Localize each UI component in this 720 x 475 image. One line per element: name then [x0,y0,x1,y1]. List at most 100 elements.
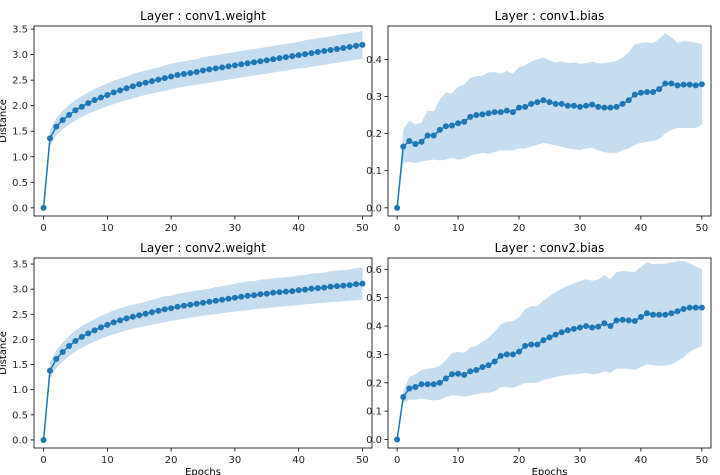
data-point [497,109,504,116]
data-point [686,304,693,311]
data-point [244,60,251,67]
data-point [104,321,111,328]
data-point [625,97,632,104]
data-point [485,110,492,117]
data-point [650,89,657,96]
data-point [583,323,590,330]
data-point [85,100,92,107]
data-point [400,393,407,400]
y-tick-label: 0.2 [366,378,382,389]
data-point [430,381,437,388]
data-point [455,370,462,377]
x-tick-label: 20 [165,223,178,234]
data-point [503,107,510,114]
data-point [168,305,175,312]
data-point [231,294,238,301]
data-point [418,138,425,145]
data-point [546,99,553,106]
data-point [692,82,699,89]
data-point [552,100,559,107]
data-point [491,109,498,116]
data-point [155,76,162,83]
data-point [78,103,85,110]
data-point [282,54,289,61]
data-point [219,64,226,71]
data-point [295,52,302,59]
data-point [251,292,258,299]
x-tick-label: 20 [513,455,526,466]
data-point [595,103,602,110]
data-point [148,309,155,316]
y-tick-label: 0.5 [12,178,28,189]
data-point [479,364,486,371]
y-tick-label: 1.5 [12,360,28,371]
y-tick-label: 2.5 [12,76,28,87]
chart-panel-3: 0 10 20 30 40 50 0.0 0.5 1.0 1.5 2.0 2.5 3.0 3.5 Layer… [0,241,373,475]
data-point [53,356,60,363]
x-tick-label: 50 [695,455,708,466]
x-tick-label: 50 [356,223,369,234]
y-axis-label: Distance [0,331,9,375]
data-point [314,49,321,56]
x-tick-label: 10 [452,455,465,466]
data-point [461,118,468,125]
data-point [637,89,644,96]
data-point [631,317,638,324]
x-tick-label: 0 [40,223,46,234]
data-point [263,290,270,297]
data-point [238,61,245,68]
y-tick-label: 0.0 [12,435,28,446]
data-point [85,330,92,337]
data-point [558,100,565,107]
data-point [340,44,347,51]
data-point [59,348,66,355]
x-tick-label: 10 [101,455,114,466]
data-point [314,285,321,292]
data-point [212,297,219,304]
data-point [129,83,136,90]
data-point [136,312,143,319]
data-point [302,286,309,293]
data-point [607,104,614,111]
data-point [193,68,200,75]
data-point [123,85,130,92]
data-point [528,341,535,348]
data-point [516,104,523,111]
data-point [46,135,53,142]
x-tick-label: 40 [635,455,648,466]
data-point [455,120,462,127]
data-point [193,300,200,307]
x-tick-label: 50 [356,455,369,466]
data-point [270,56,277,63]
data-point [436,126,443,133]
data-point [66,342,73,349]
data-point [244,292,251,299]
data-point [595,323,602,330]
y-tick-label: 3.0 [12,285,28,296]
y-tick-label: 3.0 [12,50,28,61]
data-point [662,311,669,318]
data-point [302,51,309,58]
axes-frame [387,25,712,217]
data-point [346,282,353,289]
y-tick-label: 0.5 [366,293,382,304]
data-point [412,141,419,148]
data-point [485,362,492,369]
data-point [212,65,219,72]
x-tick-label: 0 [394,455,400,466]
data-point [461,371,468,378]
data-point [104,91,111,98]
data-point [509,109,516,116]
data-point [66,111,73,118]
data-point [570,325,577,332]
x-tick-label: 10 [101,223,114,234]
data-point [589,324,596,331]
data-point [187,301,194,308]
data-point [289,53,296,60]
axes-frame [387,257,712,449]
data-point [503,351,510,358]
data-point [436,379,443,386]
data-point [473,367,480,374]
data-point [295,287,302,294]
x-tick-label: 0 [394,223,400,234]
